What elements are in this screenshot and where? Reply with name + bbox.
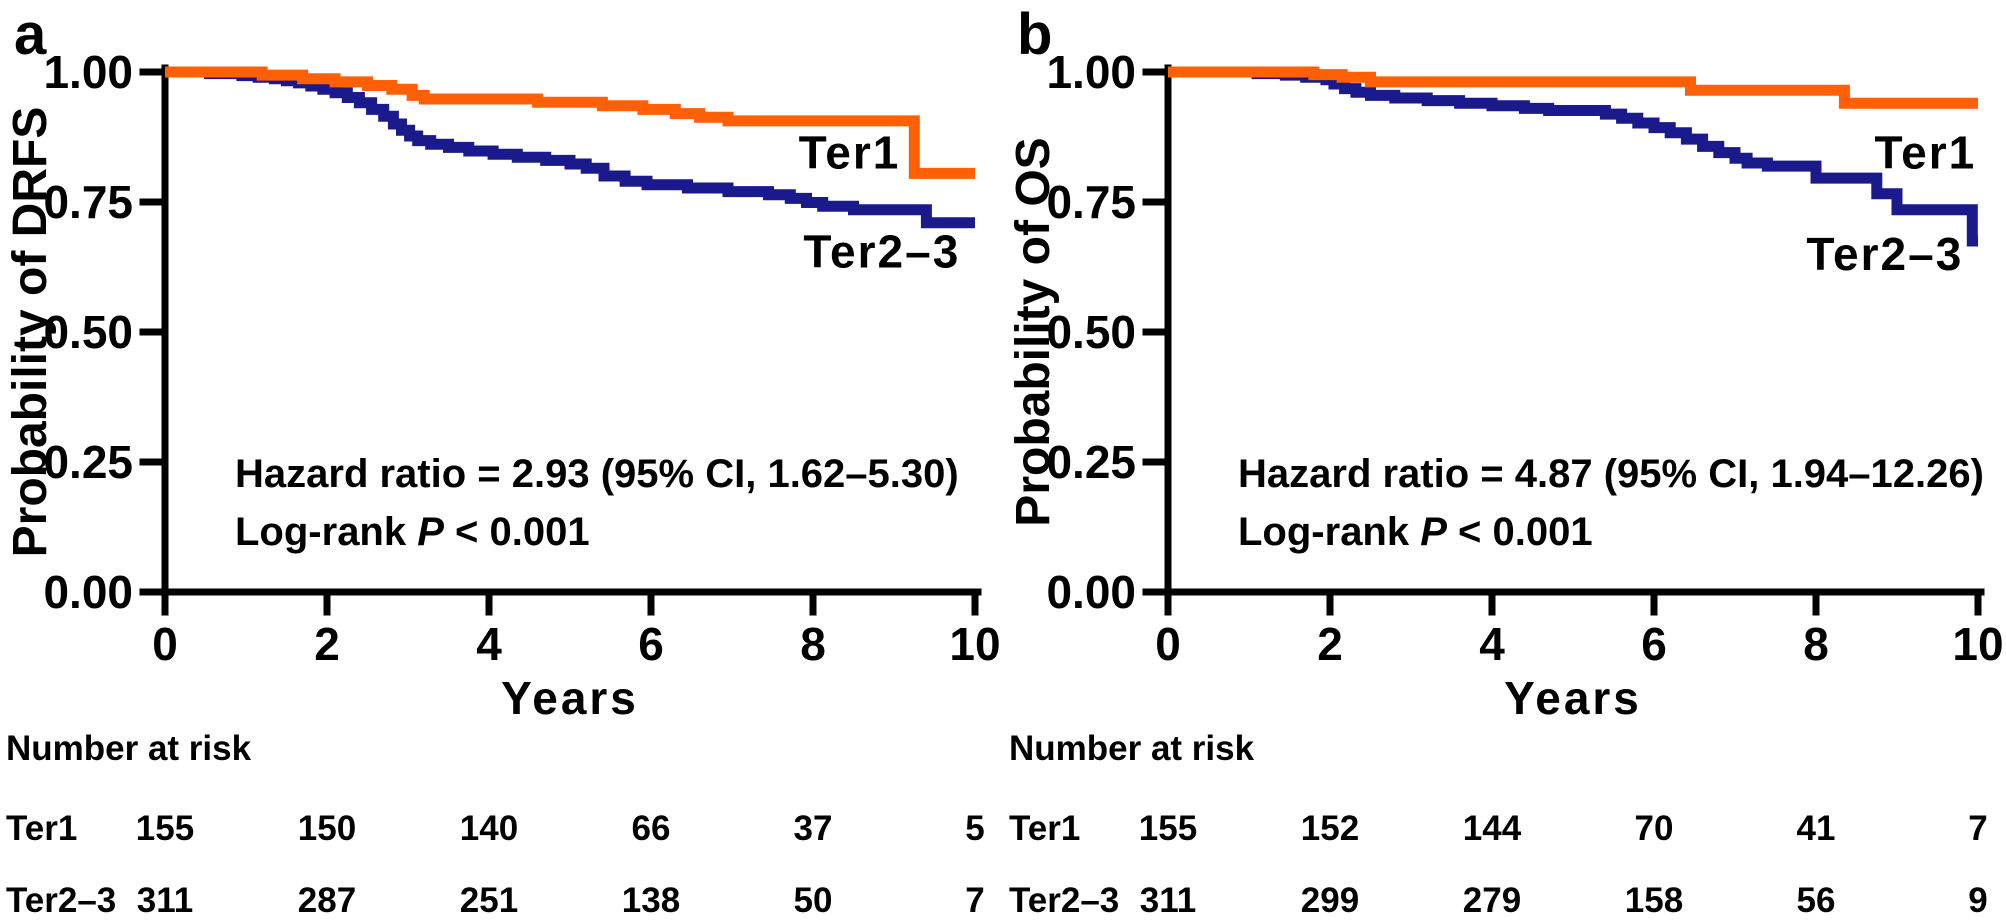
x-tick-label: 0 (1155, 618, 1181, 670)
km-chart-a: a Probability of DRFS 1.00 0.75 0.50 0.25 0.00… (4, 2, 1001, 920)
risk-count: 251 (460, 881, 518, 920)
risk-count: 41 (1797, 809, 1836, 848)
x-tick-label: 4 (1479, 618, 1505, 670)
risk-count: 140 (460, 809, 518, 848)
risk-count: 155 (1139, 809, 1197, 848)
x-tick-label: 10 (949, 618, 1000, 670)
logrank-suffix: < 0.001 (444, 510, 590, 554)
panel-b: b Probability of OS 1.00 0.75 0.50 0.25 0.00 0 2… (1003, 0, 2006, 924)
y-tick-label: 1.00 (1046, 46, 1136, 98)
hazard-ratio-text: Hazard ratio = 2.93 (95% CI, 1.62–5.30) (235, 452, 959, 496)
hazard-ratio-text: Hazard ratio = 4.87 (95% CI, 1.94–12.26) (1238, 452, 1984, 496)
series-label: Ter1 (1874, 127, 1976, 179)
risk-count: 7 (1968, 809, 1987, 848)
risk-count: 66 (632, 809, 671, 848)
risk-count: 7 (965, 881, 984, 920)
series-label: Ter2–3 (803, 225, 960, 277)
logrank-suffix: < 0.001 (1447, 510, 1593, 554)
risk-count: 311 (137, 881, 193, 920)
risk-count: 5 (965, 809, 984, 848)
risk-count: 287 (298, 881, 356, 920)
y-axis-title: Probability of OS (1007, 137, 1060, 526)
logrank-prefix: Log-rank (235, 510, 417, 554)
x-tick-label: 10 (1952, 618, 2003, 670)
risk-row-label: Ter2–3 (1009, 881, 1119, 920)
panel-letter: a (14, 2, 47, 67)
risk-count: 9 (1968, 881, 1987, 920)
y-tick-label: 0.25 (43, 436, 133, 488)
risk-count: 50 (794, 881, 833, 920)
risk-count: 311 (1140, 881, 1196, 920)
risk-table-header: Number at risk (1009, 729, 1255, 768)
y-tick-label: 0.25 (1046, 436, 1136, 488)
x-axis-title: Years (1504, 672, 1642, 724)
x-tick-label: 6 (638, 618, 664, 670)
risk-count: 158 (1625, 881, 1683, 920)
x-axis-title: Years (501, 672, 639, 724)
risk-count: 37 (794, 809, 833, 848)
y-tick-label: 0.00 (43, 566, 133, 618)
risk-count: 144 (1463, 809, 1522, 848)
logrank-text: Log-rank P < 0.001 (1238, 510, 1593, 554)
risk-count: 152 (1301, 809, 1359, 848)
survival-curve-Ter1 (1168, 66, 1978, 109)
logrank-p-symbol: P (1420, 510, 1447, 554)
risk-count: 56 (1797, 881, 1836, 920)
risk-row-label: Ter2–3 (6, 881, 116, 920)
y-tick-label: 0.75 (43, 176, 133, 228)
x-tick-label: 2 (1317, 618, 1343, 670)
risk-count: 299 (1301, 881, 1359, 920)
logrank-p-symbol: P (417, 510, 444, 554)
risk-count: 150 (298, 809, 356, 848)
y-tick-label: 0.00 (1046, 566, 1136, 618)
x-tick-label: 6 (1641, 618, 1667, 670)
y-tick-label: 0.50 (1046, 306, 1136, 358)
x-tick-label: 4 (476, 618, 502, 670)
logrank-text: Log-rank P < 0.001 (235, 510, 590, 554)
y-tick-label: 0.75 (1046, 176, 1136, 228)
series-label: Ter1 (799, 127, 901, 179)
survival-curve-Ter1 (165, 66, 975, 179)
risk-count: 279 (1463, 881, 1521, 920)
panel-letter: b (1017, 2, 1052, 67)
x-tick-label: 8 (1803, 618, 1829, 670)
risk-count: 70 (1635, 809, 1674, 848)
survival-curve-Ter2–3 (1168, 66, 1978, 247)
risk-row-label: Ter1 (6, 809, 77, 848)
risk-count: 138 (622, 881, 680, 920)
y-tick-label: 1.00 (43, 46, 133, 98)
risk-table-header: Number at risk (6, 729, 252, 768)
risk-count: 155 (136, 809, 194, 848)
logrank-prefix: Log-rank (1238, 510, 1420, 554)
y-tick-label: 0.50 (43, 306, 133, 358)
y-axis-title: Probability of DRFS (4, 107, 57, 558)
risk-row-label: Ter1 (1009, 809, 1080, 848)
x-tick-label: 0 (152, 618, 178, 670)
x-tick-label: 2 (314, 618, 340, 670)
panel-a: a Probability of DRFS 1.00 0.75 0.50 0.25 0.00… (4, 2, 1001, 920)
x-tick-label: 8 (800, 618, 826, 670)
series-label: Ter2–3 (1806, 228, 1963, 280)
km-chart-b: b Probability of OS 1.00 0.75 0.50 0.25 0.00 0 2… (1007, 2, 2004, 920)
